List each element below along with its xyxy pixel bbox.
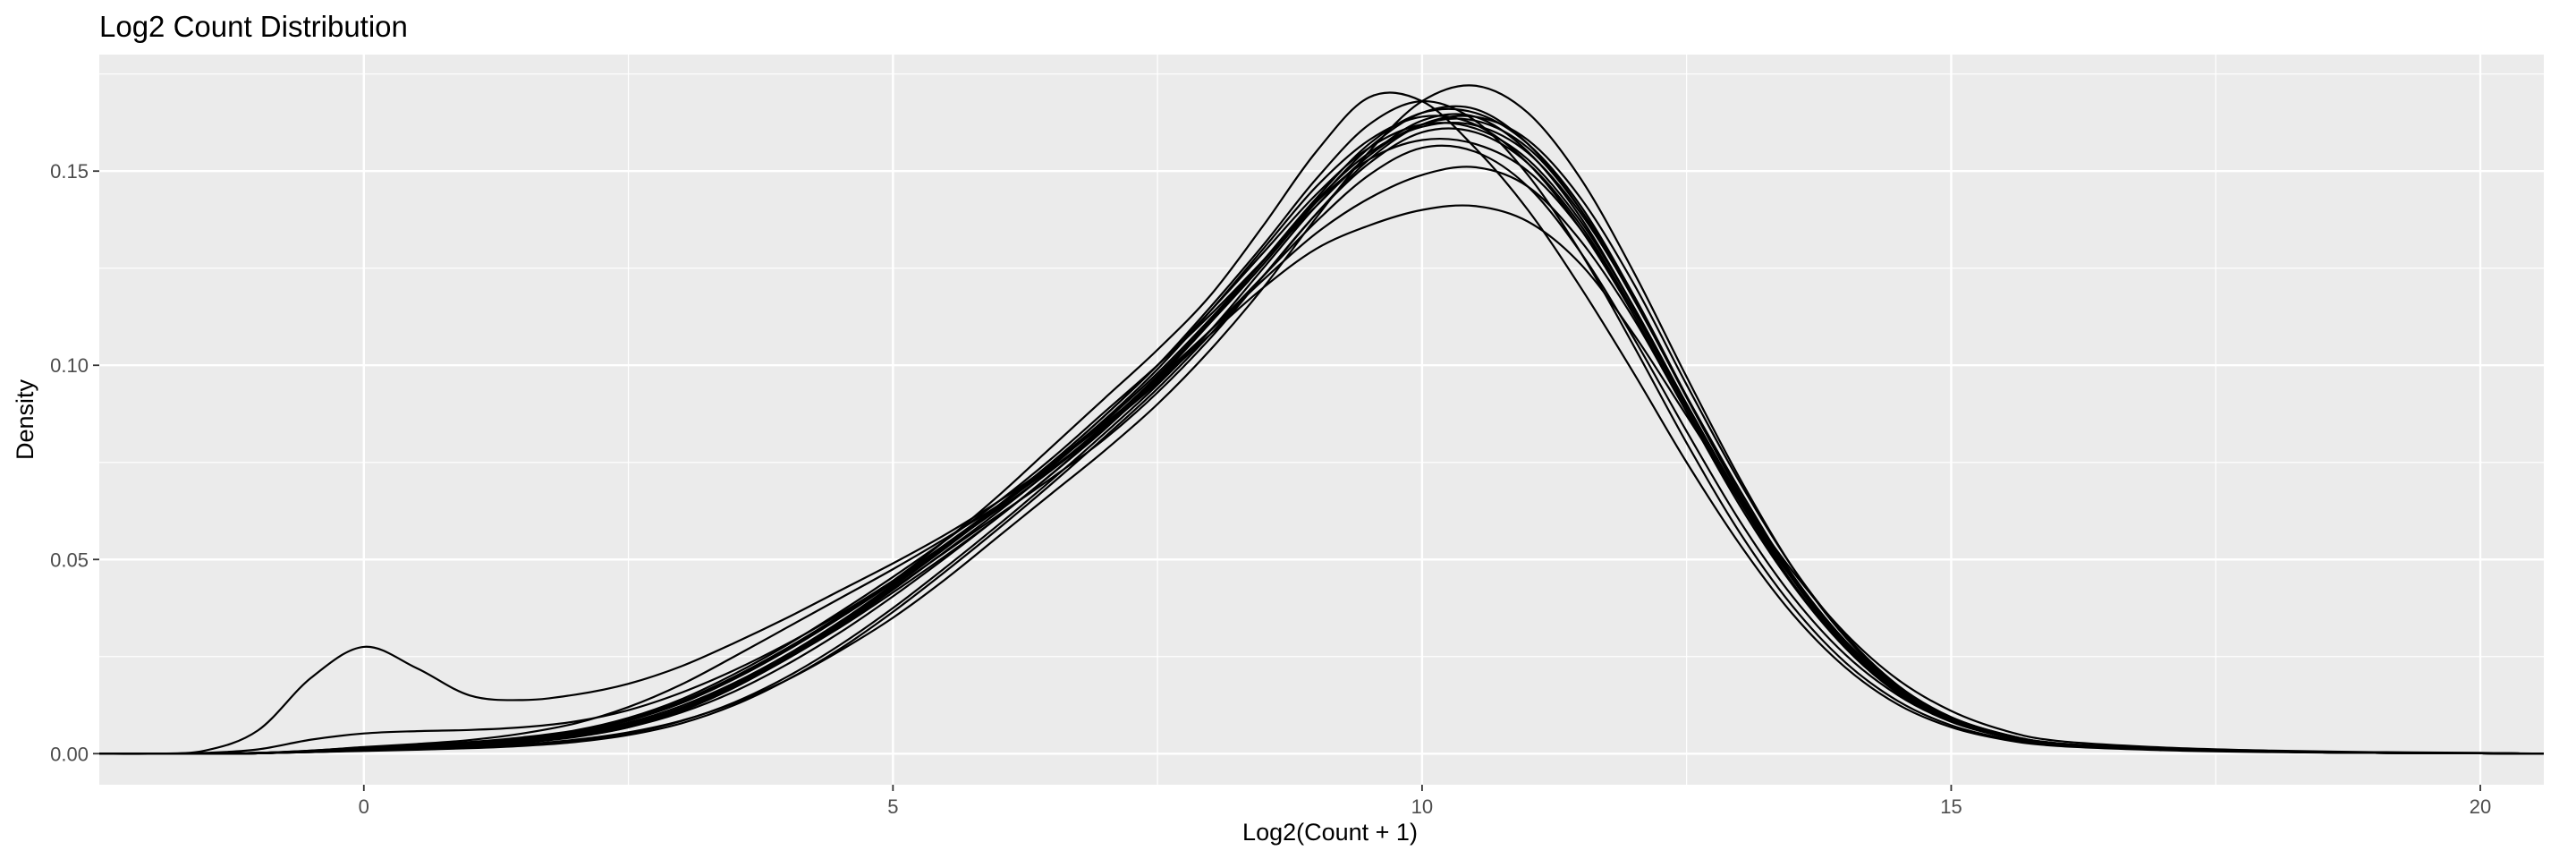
density-line-16 — [99, 121, 2545, 755]
y-axis-ticks: 0.00 0.05 0.10 0.15 — [50, 160, 99, 765]
y-tick-label: 0.00 — [50, 743, 89, 765]
major-gridlines — [99, 55, 2544, 785]
minor-gridlines — [99, 55, 2544, 785]
y-axis-title: Density — [12, 378, 38, 460]
x-tick-label: 0 — [359, 795, 369, 818]
plot-panel — [99, 55, 2544, 785]
y-tick-label: 0.10 — [50, 354, 89, 377]
x-tick-label: 20 — [2470, 795, 2491, 818]
density-lines — [98, 84, 2545, 755]
y-tick-label: 0.05 — [50, 549, 89, 571]
x-tick-label: 10 — [1411, 795, 1433, 818]
y-tick-label: 0.15 — [50, 160, 89, 183]
x-tick-label: 15 — [1940, 795, 1962, 818]
chart-title: Log2 Count Distribution — [99, 10, 408, 43]
x-axis-ticks: 0 5 10 15 20 — [359, 785, 2491, 818]
density-line-9 — [99, 204, 2545, 755]
x-axis-title: Log2(Count + 1) — [1242, 819, 1418, 846]
x-tick-label: 5 — [887, 795, 898, 818]
